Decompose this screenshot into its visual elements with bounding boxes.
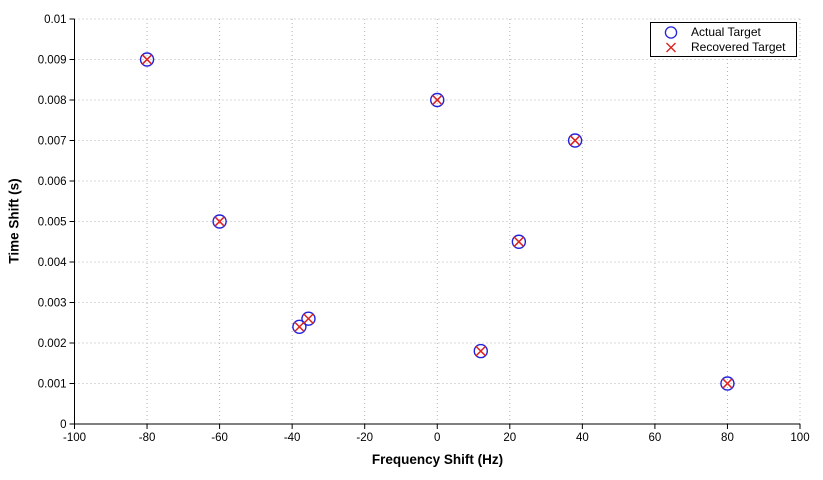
y-tick-label: 0.003 [38, 298, 67, 310]
x-tick-label: 100 [790, 432, 809, 444]
y-tick-label: 0.008 [38, 95, 67, 107]
x-tick-label: -100 [63, 432, 86, 444]
x-tick-label: 0 [434, 432, 440, 444]
x-tick-label: 40 [576, 432, 589, 444]
y-tick-label: 0.004 [38, 257, 67, 269]
data-point-recovered [303, 313, 314, 324]
x-tick-label: -60 [211, 432, 228, 444]
y-tick-label: 0.005 [38, 217, 67, 229]
data-point-recovered [569, 135, 581, 146]
data-point-actual [511, 234, 527, 249]
data-point-actual [292, 319, 307, 334]
y-tick-label: 0.01 [44, 14, 66, 26]
data-point-recovered [294, 321, 305, 333]
x-tick-label: -40 [284, 432, 301, 444]
data-point-actual [567, 133, 583, 148]
y-tick-label: 0.009 [38, 55, 67, 67]
y-axis-label: Time Shift (s) [6, 178, 22, 264]
circle-marker-icon [651, 25, 691, 40]
data-point-recovered [513, 236, 525, 247]
y-tick-label: 0.001 [38, 379, 67, 391]
x-tick-label: -20 [356, 432, 373, 444]
data-point-recovered [722, 378, 733, 389]
y-tick-label: 0 [60, 419, 66, 431]
y-tick-label: 0.007 [38, 136, 67, 148]
y-tick-label: 0.006 [38, 176, 67, 188]
data-point-recovered [214, 216, 225, 227]
data-point-recovered [432, 94, 443, 106]
data-point-actual [473, 343, 488, 359]
x-axis-label: Frequency Shift (Hz) [371, 452, 504, 467]
x-tick-label: -80 [139, 432, 156, 444]
data-point-actual [430, 92, 445, 108]
data-point-actual [212, 214, 227, 229]
x-tick-label: 80 [721, 432, 734, 444]
x-tick-label: 20 [503, 432, 516, 444]
x-tick-label: 60 [649, 432, 662, 444]
data-point-actual [301, 311, 316, 326]
legend-label-actual: Actual Target [691, 25, 761, 39]
data-point-actual [139, 52, 155, 67]
data-point-recovered [141, 54, 153, 65]
x-marker-icon [651, 40, 691, 55]
legend-item-actual: Actual Target [651, 25, 796, 40]
y-tick-label: 0.002 [38, 338, 67, 350]
legend: Actual Target Recovered Target [650, 22, 797, 57]
data-point-actual [720, 376, 735, 391]
legend-item-recovered: Recovered Target [651, 40, 796, 55]
legend-label-recovered: Recovered Target [691, 40, 786, 54]
data-point-recovered [475, 345, 487, 357]
